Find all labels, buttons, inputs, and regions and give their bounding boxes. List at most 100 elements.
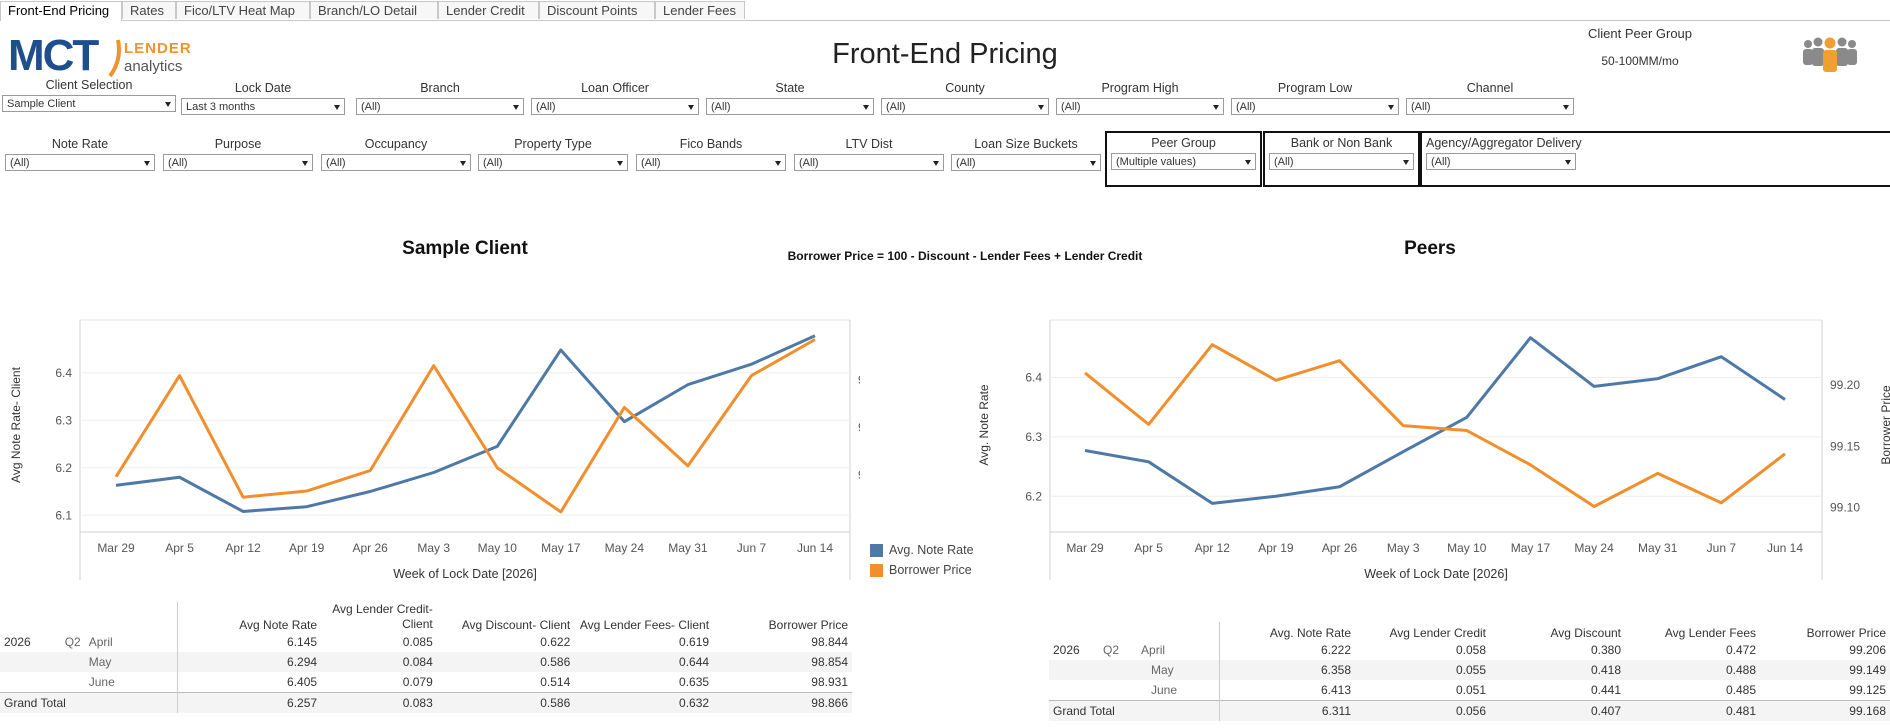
tab-branch-lo-detail[interactable]: Branch/LO Detail <box>310 1 438 19</box>
client-chart-title: Sample Client <box>402 238 528 259</box>
channel-dropdown[interactable]: (All) <box>1406 98 1574 115</box>
column-header[interactable]: Avg Note Rate <box>239 618 318 632</box>
grand-total-label: Grand Total <box>1049 700 1220 721</box>
month-cell: Q2 April <box>1099 640 1220 660</box>
ltv-dist-dropdown[interactable]: (All) <box>794 154 944 171</box>
y-tick-label: 6.1 <box>55 508 72 522</box>
bank-or-non-bank-dropdown[interactable]: (All) <box>1269 153 1414 170</box>
tab-fico-ltv-heat-map[interactable]: Fico/LTV Heat Map <box>176 1 310 19</box>
x-tick-label: Apr 5 <box>1134 541 1163 555</box>
year-cell <box>1049 680 1099 701</box>
x-tick-label: May 17 <box>1511 541 1551 555</box>
x-tick-label: Mar 29 <box>1066 541 1104 555</box>
peers-chart-title: Peers <box>1404 238 1456 259</box>
table-cell: 6.358 <box>1219 660 1355 680</box>
column-header[interactable]: Avg Discount- Client <box>461 618 571 632</box>
chevron-down-icon <box>460 161 466 166</box>
x-tick-label: Apr 5 <box>165 541 194 555</box>
month-label: April <box>1141 643 1166 657</box>
x-tick-label: May 31 <box>668 541 708 555</box>
filter-loan-size-buckets: Loan Size Buckets (All) <box>951 136 1101 171</box>
filter-purpose: Purpose (All) <box>163 136 313 171</box>
y-tick-label: 6.3 <box>55 413 72 427</box>
filter-label: County <box>945 81 985 95</box>
loan-officer-dropdown[interactable]: (All) <box>531 98 699 115</box>
table-row: June 6.413 0.051 0.441 0.485 99.125 <box>1049 680 1890 701</box>
tab-rates[interactable]: Rates <box>122 1 176 19</box>
dashboard-tab-bar: Front-End Pricing Rates Fico/LTV Heat Ma… <box>0 0 1890 21</box>
grand-total-label: Grand Total <box>0 692 179 713</box>
table-row: 2026 Q2 April 6.222 0.058 0.380 0.472 99.… <box>1049 640 1890 660</box>
filter-label: Occupancy <box>364 137 428 151</box>
column-header[interactable]: Avg. Note Rate <box>1269 626 1351 640</box>
legend-item-borrower-price[interactable]: Borrower Price <box>870 560 974 580</box>
year-cell: 2026 <box>1049 640 1099 660</box>
y2-tick-label: 99.20 <box>1830 378 1860 392</box>
table-cell: 99.206 <box>1849 643 1886 657</box>
filter-program-low: Program Low (All) <box>1231 80 1399 115</box>
client-selection-dropdown[interactable]: Sample Client <box>2 95 176 112</box>
peers-line-chart: 6.2 6.3 6.4 99.10 99.15 99.20 Mar 29 Apr 5 Apr 1… <box>977 319 1890 581</box>
column-header[interactable]: Avg Lender Credit- Client <box>332 602 433 631</box>
column-header[interactable]: Borrower Price <box>768 618 848 632</box>
logo-swoosh <box>108 39 121 78</box>
filter-channel: Channel (All) <box>1406 80 1574 115</box>
filter-label: Fico Bands <box>679 137 743 151</box>
dropdown-value: (All) <box>1411 101 1431 113</box>
borrower-price-line <box>114 338 816 514</box>
column-header[interactable]: Avg Lender Fees- Client <box>579 618 710 632</box>
filter-label: Channel <box>1466 81 1514 95</box>
dropdown-value: (All) <box>536 101 556 113</box>
borrower-price-line <box>1084 343 1786 509</box>
state-dropdown[interactable]: (All) <box>706 98 874 115</box>
chevron-down-icon <box>617 161 623 166</box>
y2-tick-label: 99.0 <box>858 373 860 387</box>
x-tick-label: May 17 <box>541 541 581 555</box>
y2-axis-title: Borrower Price <box>1879 385 1890 465</box>
chevron-down-icon <box>334 105 340 110</box>
legend-item-note-rate[interactable]: Avg. Note Rate <box>870 540 974 560</box>
filter-ltv-dist: LTV Dist (All) <box>794 136 944 171</box>
filter-bank-or-non-bank: Bank or Non Bank (All) <box>1269 135 1414 170</box>
purpose-dropdown[interactable]: (All) <box>163 154 313 171</box>
tab-front-end-pricing[interactable]: Front-End Pricing <box>0 1 122 21</box>
column-header[interactable]: Avg Lender Fees <box>1664 626 1756 640</box>
lock-date-dropdown[interactable]: Last 3 months <box>181 98 345 115</box>
table-cell: 98.866 <box>713 692 852 713</box>
fico-bands-dropdown[interactable]: (All) <box>636 154 786 171</box>
chevron-down-icon <box>863 105 869 110</box>
table-cell: 0.055 <box>1355 660 1490 680</box>
tab-discount-points[interactable]: Discount Points <box>539 1 655 19</box>
column-header[interactable]: Avg Discount <box>1550 626 1621 640</box>
month-cell: May <box>1099 660 1220 680</box>
column-header[interactable]: Avg Lender Credit <box>1389 626 1486 640</box>
table-cell: 6.222 <box>1320 643 1351 657</box>
tab-lender-fees[interactable]: Lender Fees <box>655 1 745 19</box>
table-cell: 0.635 <box>679 675 710 689</box>
chevron-down-icon <box>933 161 939 166</box>
peer-group-dropdown[interactable]: (Multiple values) <box>1111 153 1256 170</box>
x-tick-label: Mar 29 <box>97 541 135 555</box>
filter-label: Bank or Non Bank <box>1290 136 1393 150</box>
chevron-down-icon <box>1245 160 1251 165</box>
filter-label: Program Low <box>1277 81 1353 95</box>
occupancy-dropdown[interactable]: (All) <box>321 154 471 171</box>
x-tick-label: May 10 <box>1447 541 1487 555</box>
program-high-dropdown[interactable]: (All) <box>1056 98 1224 115</box>
tab-lender-credit[interactable]: Lender Credit <box>438 1 539 19</box>
agency-aggregator-delivery-dropdown[interactable]: (All) <box>1426 153 1576 170</box>
delivery-filter-box: Agency/Aggregator Delivery (All) <box>1420 131 1890 187</box>
column-header[interactable]: Borrower Price <box>1806 626 1886 640</box>
y2-tick-label: 98.9 <box>858 420 860 434</box>
county-dropdown[interactable]: (All) <box>881 98 1049 115</box>
peer-summary-table: Avg. Note Rate Avg Lender Credit Avg Dis… <box>1049 622 1890 721</box>
table-cell: 98.844 <box>811 635 848 649</box>
dropdown-value: (All) <box>361 101 381 113</box>
loan-size-buckets-dropdown[interactable]: (All) <box>951 154 1101 171</box>
dropdown-value: (All) <box>10 157 30 169</box>
program-low-dropdown[interactable]: (All) <box>1231 98 1399 115</box>
filter-client-selection: Client Selection Sample Client <box>2 77 176 112</box>
property-type-dropdown[interactable]: (All) <box>478 154 628 171</box>
branch-dropdown[interactable]: (All) <box>356 98 524 115</box>
note-rate-dropdown[interactable]: (All) <box>5 154 155 171</box>
